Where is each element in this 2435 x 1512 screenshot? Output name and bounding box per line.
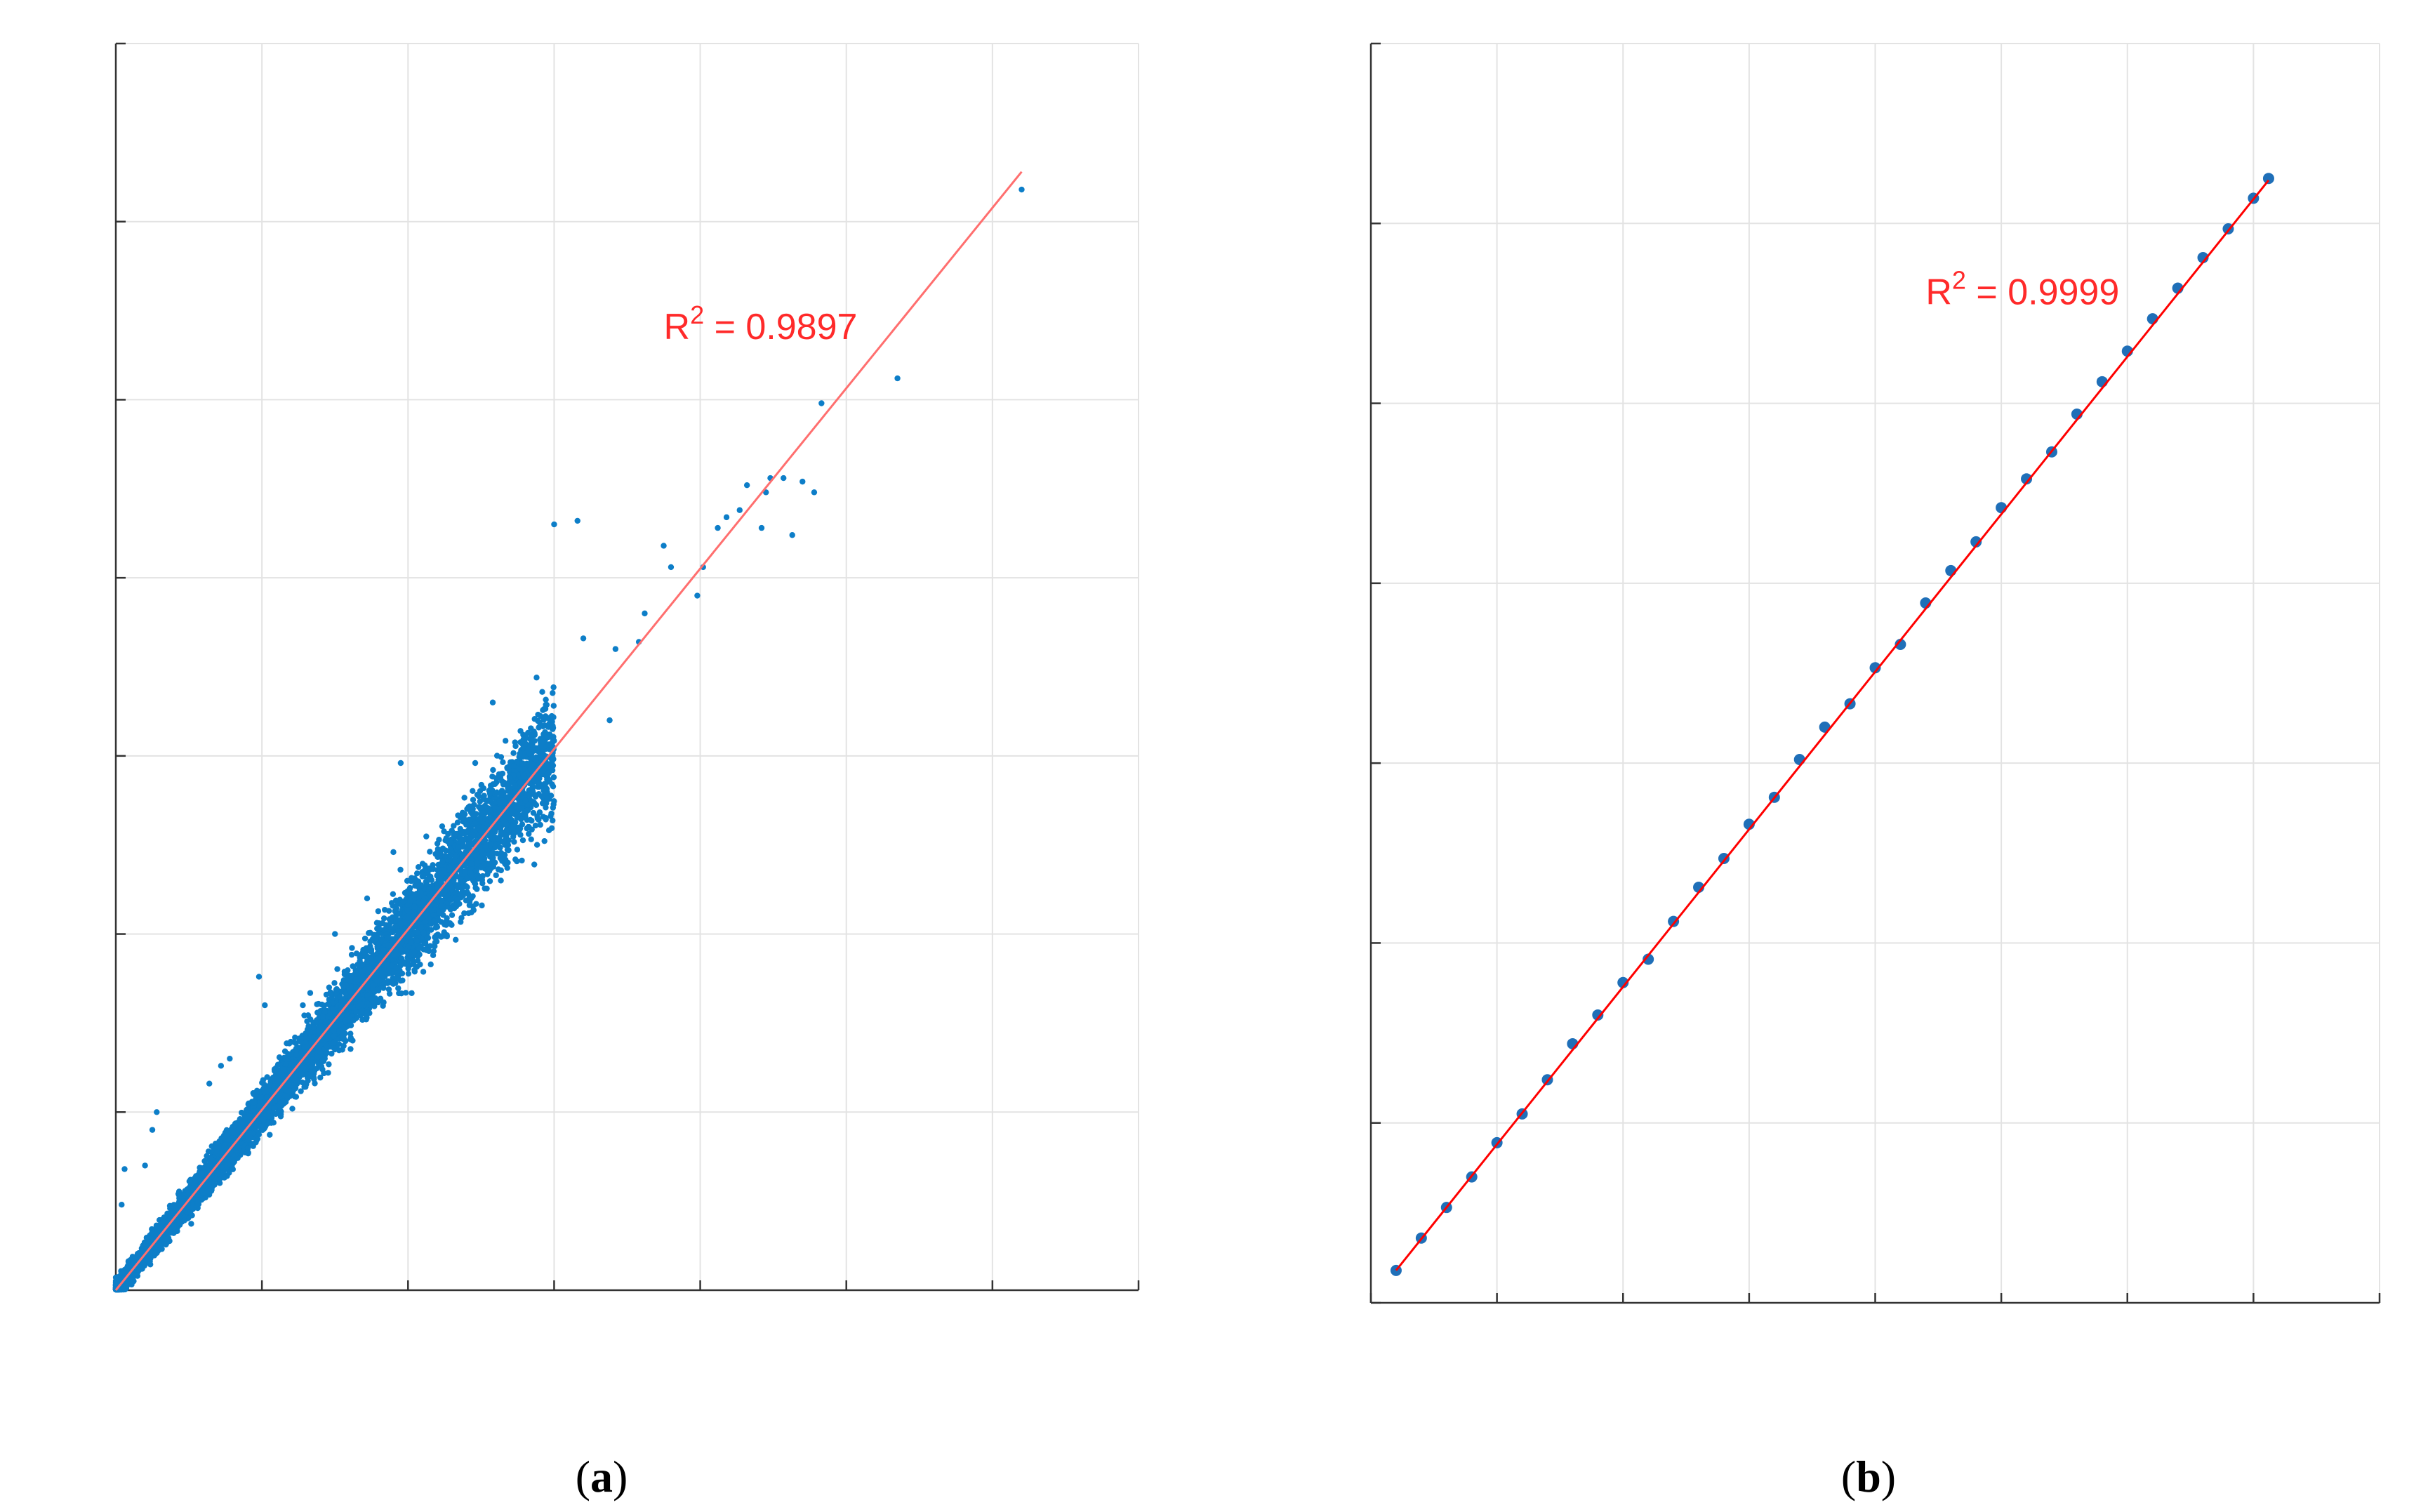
data-point bbox=[449, 912, 456, 918]
data-point bbox=[244, 1145, 251, 1152]
data-point bbox=[479, 902, 485, 909]
data-point bbox=[548, 810, 555, 817]
data-point bbox=[348, 951, 355, 958]
data-point bbox=[323, 991, 330, 998]
data-point bbox=[454, 819, 461, 825]
chart-panel-a: R2 = 0.9897 bbox=[112, 42, 1140, 1293]
data-point bbox=[367, 929, 373, 936]
data-point bbox=[543, 696, 549, 703]
data-point bbox=[188, 1221, 194, 1227]
data-point bbox=[381, 906, 388, 913]
data-point bbox=[455, 812, 461, 818]
data-point bbox=[511, 839, 517, 845]
data-point bbox=[550, 774, 557, 781]
data-point bbox=[314, 1001, 320, 1007]
data-point bbox=[375, 908, 382, 915]
data-point bbox=[540, 707, 546, 713]
data-point bbox=[340, 1042, 347, 1049]
data-point bbox=[503, 738, 509, 744]
data-point bbox=[420, 969, 427, 975]
data-point bbox=[470, 788, 476, 795]
data-point bbox=[533, 842, 540, 848]
data-point bbox=[389, 979, 395, 986]
data-point bbox=[307, 990, 314, 996]
data-point bbox=[495, 866, 502, 873]
data-point bbox=[311, 1076, 317, 1082]
data-point bbox=[439, 823, 446, 830]
data-point bbox=[301, 1084, 307, 1090]
data-point bbox=[486, 878, 493, 884]
data-point bbox=[395, 985, 402, 992]
data-point bbox=[347, 1036, 354, 1042]
data-point bbox=[402, 990, 409, 996]
data-point bbox=[427, 849, 433, 855]
data-point bbox=[305, 1012, 312, 1019]
data-point bbox=[405, 965, 411, 972]
data-point bbox=[466, 902, 473, 908]
data-point bbox=[267, 1132, 273, 1138]
data-point bbox=[329, 1050, 335, 1057]
data-point bbox=[390, 891, 397, 897]
data-point bbox=[526, 830, 532, 837]
data-point bbox=[260, 1077, 267, 1083]
data-point bbox=[201, 1158, 208, 1165]
data-point bbox=[519, 837, 526, 844]
data-point bbox=[289, 1106, 296, 1112]
data-point bbox=[347, 1046, 354, 1052]
data-point bbox=[331, 980, 338, 986]
data-point bbox=[461, 910, 467, 917]
data-point bbox=[380, 999, 387, 1006]
data-point bbox=[541, 837, 548, 844]
data-point bbox=[504, 847, 511, 853]
data-point bbox=[498, 877, 504, 884]
data-point bbox=[550, 684, 557, 691]
data-point bbox=[292, 1034, 298, 1041]
data-point bbox=[519, 857, 525, 864]
data-point bbox=[550, 703, 557, 709]
data-point bbox=[413, 870, 420, 877]
